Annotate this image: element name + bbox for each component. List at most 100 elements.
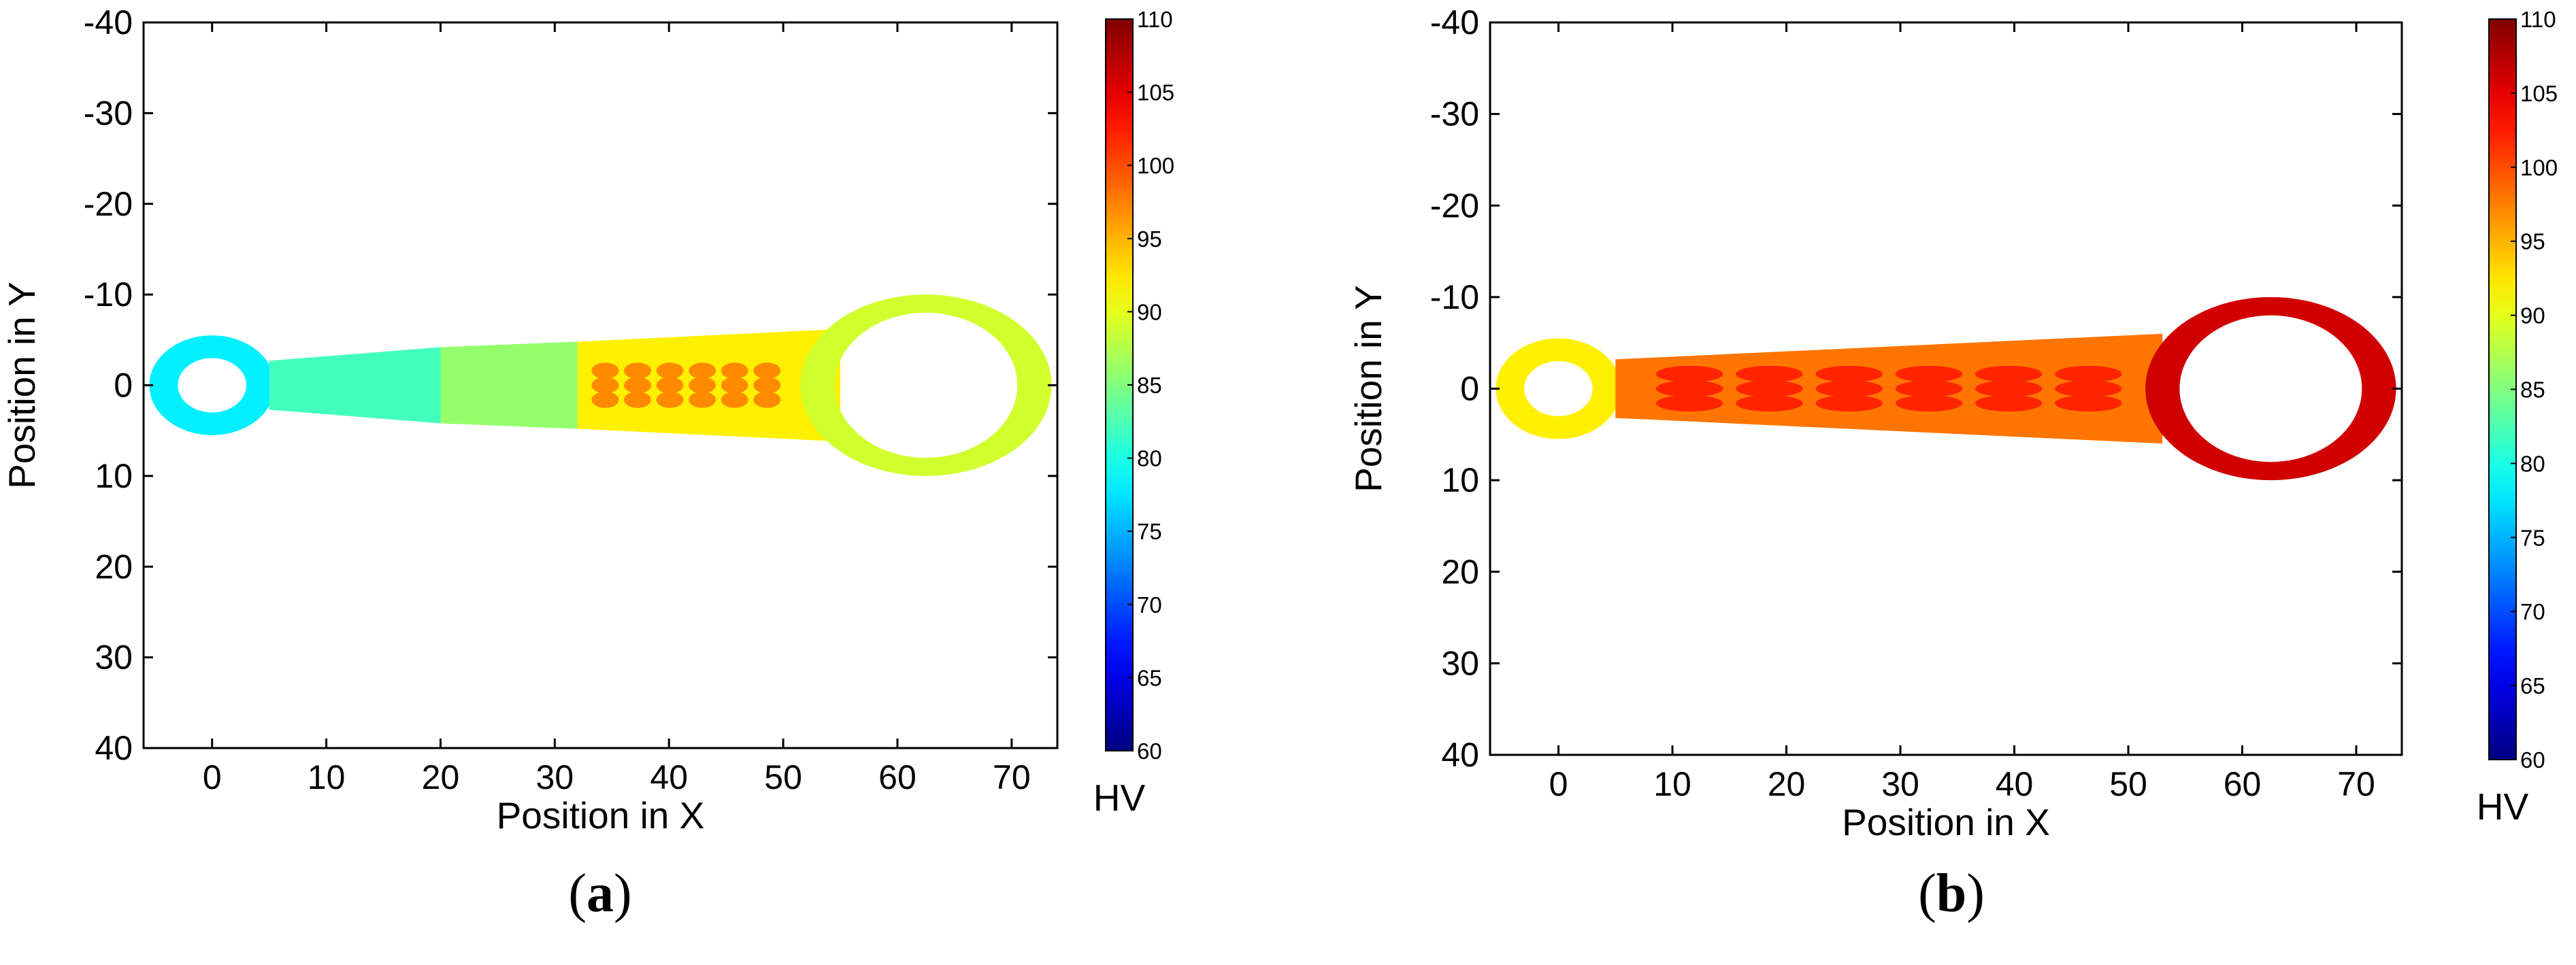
hot-spot (1895, 394, 1963, 412)
colorbar-tick-label: 105 (2520, 81, 2558, 106)
y-tick-label: 20 (95, 547, 133, 586)
colorbar-unit-label: HV (2477, 785, 2529, 828)
x-axis-label: Position in X (497, 794, 705, 836)
region-shank-core-hot-spots (591, 362, 781, 408)
x-tick-label: 70 (2337, 765, 2375, 803)
x-tick-label: 40 (650, 758, 688, 796)
hot-spot (721, 391, 748, 408)
hot-spot (2055, 394, 2122, 412)
hot-spot (689, 362, 716, 379)
hot-spot (656, 362, 684, 379)
colorbar-tick-label: 70 (2520, 599, 2545, 624)
region-big-eye-ring (2145, 297, 2396, 481)
colorbar-tick-label: 65 (2520, 673, 2545, 698)
colorbar-tick-label: 90 (2520, 303, 2545, 328)
colorbar-tick-label: 65 (1137, 665, 1162, 690)
colorbar (2488, 18, 2517, 760)
y-tick-label: 10 (95, 457, 133, 495)
colorbar-tick-label: 70 (1137, 592, 1162, 617)
colorbar-unit-label: HV (1093, 777, 1146, 819)
y-axis-label: Position in Y (1, 282, 43, 489)
x-tick-label: 10 (308, 758, 346, 796)
hot-spot (591, 391, 619, 408)
x-tick-label: 60 (878, 758, 917, 796)
y-tick-label: 40 (95, 729, 133, 767)
colorbar-tick-label: 80 (1137, 446, 1162, 471)
hot-spot (1975, 365, 2043, 383)
y-tick-label: -20 (1430, 186, 1479, 224)
y-tick-label: 40 (1441, 736, 1479, 774)
hot-spot (753, 391, 781, 408)
colorbar-tick-label: 80 (2520, 451, 2545, 476)
x-tick-label: 40 (1996, 765, 2034, 803)
colorbar-tick-label: 110 (2520, 7, 2556, 32)
hot-spot (689, 377, 716, 394)
x-tick-label: 60 (2224, 765, 2262, 803)
y-tick-label: -40 (84, 3, 133, 41)
colorbar-tick-label: 85 (2520, 377, 2545, 403)
hot-spot (721, 377, 748, 394)
y-tick-label: -10 (84, 275, 133, 314)
panel-letter: a (587, 864, 614, 924)
plot-area (1496, 297, 2396, 481)
colorbar-tick-label: 110 (1137, 7, 1173, 32)
colorbar-tick-label: 85 (1137, 373, 1162, 398)
colorbar-tick-label: 90 (1137, 299, 1162, 324)
hot-spot (2055, 365, 2122, 383)
hot-spot (624, 377, 652, 394)
colorbar-tick-label: 100 (1137, 153, 1174, 178)
y-tick-label: -10 (1430, 278, 1479, 316)
hot-spot (1655, 380, 1723, 397)
colorbar-tick-label: 95 (1137, 226, 1162, 252)
x-axis-label: Position in X (1842, 801, 2050, 843)
hot-spot (624, 362, 652, 379)
x-tick-label: 50 (764, 758, 802, 796)
y-tick-label: -20 (84, 185, 133, 223)
y-tick-label: 0 (114, 367, 133, 405)
hot-spot (656, 377, 684, 394)
colorbar-tick-label: 75 (1137, 519, 1162, 544)
hot-spot (1655, 365, 1723, 383)
hot-spot (1815, 394, 1883, 412)
region-small-eye-ring (1496, 338, 1621, 439)
x-tick-label: 0 (1549, 765, 1568, 803)
region-shank-core (1655, 365, 2122, 412)
panel-label: (b) (1918, 864, 1985, 924)
hot-spot (1895, 380, 1963, 397)
hot-spot (753, 377, 781, 394)
colorbar-tick-label: 105 (1137, 80, 1174, 105)
hot-spot (591, 377, 619, 394)
colorbar-tick-label: 60 (2520, 747, 2545, 773)
region-shank-middle (440, 341, 578, 429)
hot-spot (1895, 365, 1963, 383)
y-tick-label: 30 (95, 639, 133, 677)
hot-spot (1975, 394, 2043, 412)
hot-spot (1815, 365, 1883, 383)
y-tick-label: -40 (1430, 3, 1479, 41)
y-tick-label: -30 (1430, 95, 1479, 133)
y-tick-label: 0 (1460, 370, 1479, 408)
y-tick-label: 10 (1441, 461, 1479, 499)
colorbar-tick-label: 75 (2520, 525, 2545, 550)
panel-b: 0 10 20 30 40 50 60 70-40-30-20-10010203040Posi… (1347, 3, 2558, 924)
hot-spot (721, 362, 748, 379)
hot-spot (2055, 380, 2122, 397)
hot-spot (1655, 394, 1723, 412)
colorbar-tick-label: 95 (2520, 229, 2545, 254)
hot-spot (1975, 380, 2043, 397)
x-tick-label: 20 (1768, 765, 1806, 803)
hot-spot (656, 391, 684, 408)
x-tick-label: 0 (203, 758, 222, 796)
panel-label: (a) (568, 864, 631, 924)
hot-spot (591, 362, 619, 379)
x-tick-label: 30 (536, 758, 574, 796)
y-tick-label: 30 (1441, 644, 1479, 682)
x-tick-label: 70 (993, 758, 1031, 796)
x-tick-label: 20 (422, 758, 460, 796)
y-tick-label: 20 (1441, 553, 1479, 591)
y-axis-label: Position in Y (1347, 285, 1389, 492)
y-tick-label: -30 (84, 94, 133, 132)
hot-spot (1736, 380, 1803, 397)
colorbar-tick-label: 60 (1137, 739, 1162, 764)
hot-spot (753, 362, 781, 379)
